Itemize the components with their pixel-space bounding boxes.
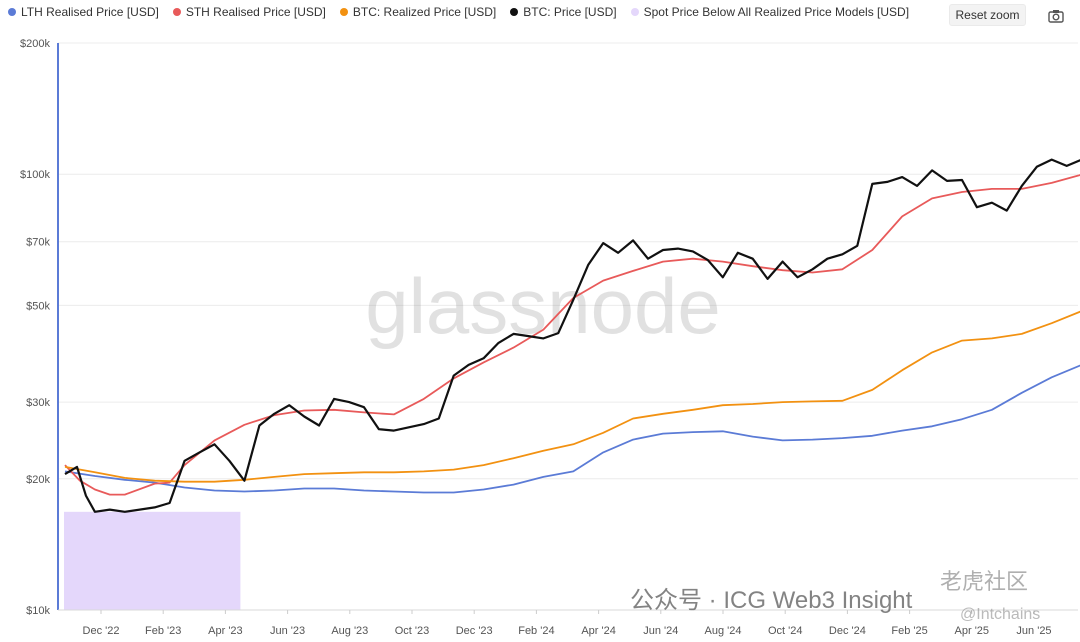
x-tick-label: Dec '23 — [456, 625, 493, 637]
legend-label-sth: STH Realised Price [USD] — [185, 5, 326, 19]
y-tick-label: $70k — [26, 237, 50, 249]
spot-below-area — [64, 511, 241, 610]
y-tick-label: $30k — [26, 397, 50, 409]
legend-marker-sth — [172, 8, 181, 16]
legend-marker-realized — [339, 8, 348, 16]
x-tick-label: Oct '23 — [395, 625, 430, 637]
x-tick-label: Aug '24 — [705, 625, 742, 637]
handle-watermark: @Intchains — [960, 606, 1041, 623]
y-tick-label: $10k — [26, 605, 50, 617]
community-watermark: 老虎社区 — [940, 569, 1029, 594]
price-line — [64, 158, 1080, 513]
legend: LTH Realised Price [USD] STH Realised Pr… — [8, 3, 909, 21]
legend-label-price: BTC: Price [USD] — [523, 5, 617, 19]
x-tick-label: Oct '24 — [768, 625, 803, 637]
glassnode-watermark: glassnode — [365, 262, 721, 350]
x-tick-label: Apr '24 — [581, 625, 616, 637]
y-tick-label: $200k — [20, 38, 50, 50]
y-tick-label: $100k — [20, 169, 50, 181]
x-tick-label: Aug '23 — [331, 625, 368, 637]
x-tick-label: Feb '23 — [145, 625, 181, 637]
x-tick-label: Apr '23 — [208, 625, 243, 637]
legend-item-realized[interactable]: BTC: Realized Price [USD] — [339, 5, 497, 19]
wechat-watermark: 公众号 · ICG Web3 Insight — [630, 580, 912, 615]
legend-label-spot-below: Spot Price Below All Realized Price Mode… — [643, 5, 910, 19]
x-tick-label: Jun '25 — [1016, 625, 1051, 637]
x-tick-label: Apr '25 — [955, 625, 990, 637]
grid-lines — [58, 42, 1078, 611]
x-tick-label: Dec '24 — [829, 625, 866, 637]
x-tick-label: Feb '25 — [891, 625, 927, 637]
legend-item-price[interactable]: BTC: Price [USD] — [510, 5, 617, 19]
spot-below-band — [64, 511, 241, 610]
legend-marker-price — [510, 8, 519, 16]
axes-group: $10k $20k $30k $50k $70k $100k $200k Dec '22 Feb… — [20, 38, 1078, 637]
reset-zoom-button[interactable]: Reset zoom — [949, 4, 1026, 26]
y-tick-label: $50k — [26, 300, 50, 312]
x-tick-label: Feb '24 — [518, 625, 554, 637]
sth-line — [64, 174, 1080, 496]
x-tick-label: Jun '23 — [270, 625, 305, 637]
legend-item-sth[interactable]: STH Realised Price [USD] — [172, 5, 326, 19]
series-group — [64, 158, 1080, 513]
legend-item-lth[interactable]: LTH Realised Price [USD] — [8, 5, 159, 19]
wechat-text: 公众号 · ICG Web3 Insight — [630, 587, 913, 614]
y-tick-label: $20k — [26, 474, 50, 486]
camera-icon[interactable] — [1044, 6, 1068, 26]
lth-line — [64, 364, 1080, 494]
camera-icon-glyph — [1048, 10, 1064, 23]
legend-marker-lth — [8, 8, 16, 16]
glassnode-watermark-text: glassnode — [365, 262, 721, 350]
legend-item-spot-below[interactable]: Spot Price Below All Realized Price Mode… — [630, 5, 910, 19]
legend-label-realized: BTC: Realized Price [USD] — [352, 5, 497, 19]
x-tick-label: Dec '22 — [83, 625, 120, 637]
legend-marker-spot-below — [630, 8, 639, 16]
x-tick-label: Jun '24 — [643, 625, 678, 637]
realized-line — [64, 310, 1080, 483]
legend-label-lth: LTH Realised Price [USD] — [21, 5, 159, 19]
